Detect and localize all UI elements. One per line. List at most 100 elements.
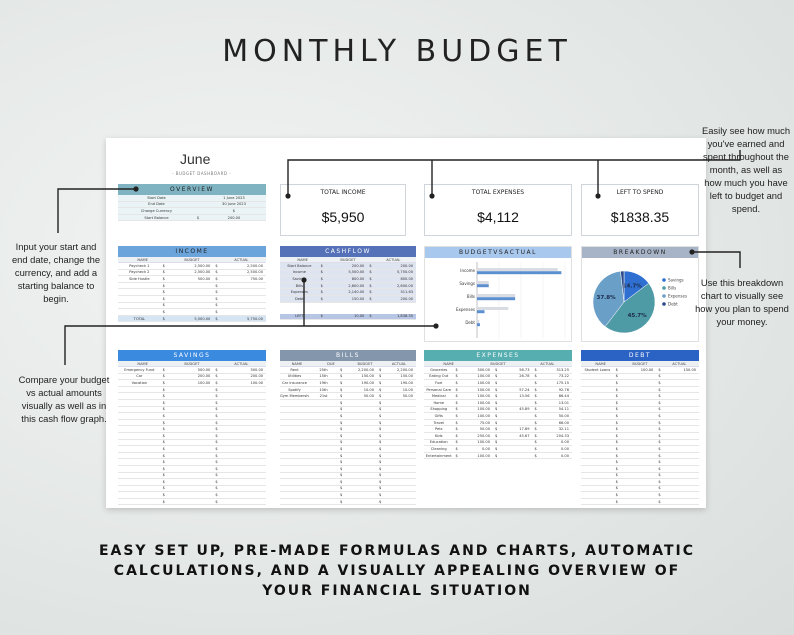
- table-row: $ $: [280, 486, 416, 493]
- table-cell: Education: [429, 440, 448, 445]
- table-cell: $: [215, 290, 218, 295]
- table-row: $ $: [280, 400, 416, 407]
- table-cell: Student Loans: [584, 367, 611, 372]
- table-cell: $: [340, 466, 343, 471]
- table-row: Expenses $2,140.00 $511.63: [280, 289, 416, 296]
- table-row: $ $: [581, 486, 699, 493]
- bills-header: BILLS: [280, 350, 416, 361]
- overview-value: 200.00: [227, 215, 241, 220]
- table-cell: 50.00: [479, 427, 490, 432]
- table-cell: Gym Membership: [280, 394, 309, 399]
- table-cell: 0.00: [481, 446, 490, 451]
- table-cell: $: [369, 276, 372, 281]
- table-cell: Fuel: [435, 380, 443, 385]
- table-cell: $: [379, 420, 382, 425]
- budget-dashboard-sheet: June - BUDGET DASHBOARD - OVERVIEW Start…: [106, 138, 706, 508]
- table-cell: $: [495, 453, 498, 458]
- table-cell: $: [340, 394, 343, 399]
- column-header: ACTUAL: [540, 361, 555, 366]
- table-cell: $: [379, 374, 382, 379]
- table-row: $ $: [118, 400, 266, 407]
- column-header: NAME: [137, 257, 148, 262]
- column-header: ACTUAL: [391, 361, 407, 366]
- table-cell: 17.89: [519, 427, 530, 432]
- table-cell: $: [455, 420, 458, 425]
- breakdown-pie-chart: 14.7% 45.7% 37.8% Savings Bills Expenses Debt: [592, 270, 687, 334]
- table-cell: 100.00: [250, 380, 264, 385]
- category-label: Debt: [465, 320, 475, 325]
- table-cell: Debt: [295, 296, 304, 301]
- table-cell: 5,500.00: [348, 270, 365, 275]
- table-row: $ $: [280, 479, 416, 486]
- table-cell: $: [215, 473, 218, 478]
- table-cell: $: [534, 433, 537, 438]
- table-cell: $: [215, 460, 218, 465]
- overview-row: Change Currency $: [118, 208, 266, 215]
- savings-header: SAVINGS: [118, 350, 266, 361]
- table-row: $ $: [280, 413, 416, 420]
- column-header: BUDGET: [357, 361, 373, 366]
- note-budget-vs-actual: Compare your budget vs actual amounts vi…: [18, 374, 110, 424]
- table-cell: 45.89: [519, 407, 530, 412]
- table-cell: $: [215, 367, 218, 372]
- table-cell: $: [615, 374, 618, 379]
- income-header: INCOME: [118, 246, 266, 257]
- table-cell: $: [215, 499, 218, 504]
- table-cell: 100.00: [197, 380, 211, 385]
- overview-rows: Start Date 1 June 2023 End Date 30 June 202…: [118, 195, 266, 222]
- table-cell: $: [215, 407, 218, 412]
- table-cell: $: [379, 394, 382, 399]
- table-cell: $: [534, 394, 537, 399]
- table-cell: $: [615, 387, 618, 392]
- table-row: Education $100.00 $ $0.00: [424, 440, 572, 447]
- note-breakdown: Use this breakdown chart to visually see…: [695, 277, 789, 327]
- summary-label: TOTAL INCOME: [320, 189, 366, 196]
- table-cell: $: [534, 374, 537, 379]
- pie-slice: [620, 270, 625, 303]
- table-cell: $: [162, 453, 165, 458]
- legend-label: Bills: [668, 286, 676, 291]
- table-cell: 92.76: [558, 387, 569, 392]
- table-cell: $: [162, 374, 165, 379]
- legend-label: Savings: [668, 278, 684, 283]
- table-cell: $: [379, 479, 382, 484]
- table-cell: $: [379, 466, 382, 471]
- table-cell: $: [215, 380, 218, 385]
- table-cell: $: [455, 367, 458, 372]
- table-cell: $: [615, 446, 618, 451]
- table-cell: Travel: [433, 420, 445, 425]
- table-cell: Cleaning: [430, 446, 447, 451]
- table-cell: $: [340, 400, 343, 405]
- table-cell: 150.00: [361, 374, 374, 379]
- table-row: Student Loans $100.00 $150.00: [581, 367, 699, 374]
- table-cell: 2,500.00: [247, 263, 264, 268]
- table-cell: $: [340, 440, 343, 445]
- table-cell: $: [455, 433, 458, 438]
- table-cell: $: [162, 367, 165, 372]
- table-cell: 100.00: [477, 374, 490, 379]
- table-cell: Spotify: [288, 387, 301, 392]
- cashflow-left-row: LEFT $10.00 $1,838.35: [280, 313, 416, 321]
- overview-value: $: [232, 208, 236, 213]
- table-cell: $: [455, 413, 458, 418]
- table-cell: $: [162, 296, 165, 301]
- table-cell: $: [162, 309, 165, 314]
- column-header: NAME: [595, 361, 606, 366]
- table-row: $ $: [118, 466, 266, 473]
- table-cell: 204.33: [556, 433, 569, 438]
- table-cell: $: [379, 453, 382, 458]
- table-cell: Vacation: [131, 380, 148, 385]
- table-row: Utilities 15th $150.00 $150.00: [280, 374, 416, 381]
- table-cell: $: [534, 407, 537, 412]
- cashflow-header: CASHFLOW: [280, 246, 416, 257]
- table-cell: $: [495, 446, 498, 451]
- table-cell: Paycheck 2: [129, 270, 150, 275]
- table-cell: $: [162, 290, 165, 295]
- table-cell: Paycheck 1: [129, 263, 150, 268]
- legend-label: Debt: [668, 302, 678, 307]
- table-cell: $: [162, 420, 165, 425]
- column-header: ACTUAL: [234, 257, 249, 262]
- table-row: $ $: [280, 426, 416, 433]
- table-cell: $: [340, 479, 343, 484]
- table-cell: $: [215, 303, 218, 308]
